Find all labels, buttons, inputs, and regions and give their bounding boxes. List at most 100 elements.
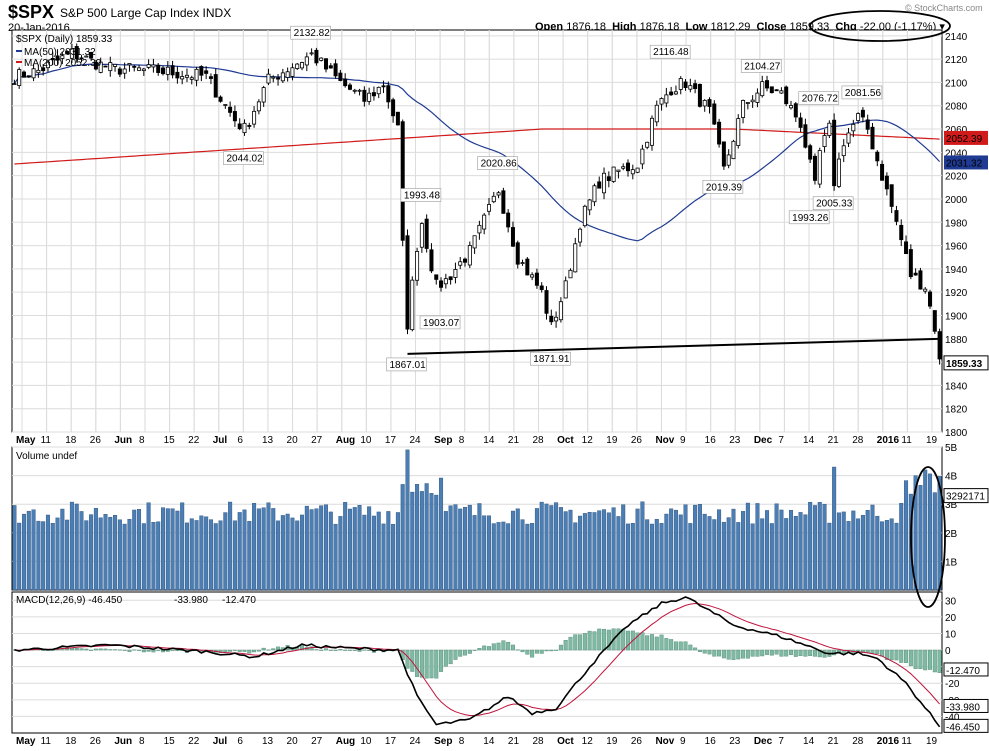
candle-body	[784, 86, 789, 105]
candle-body	[376, 86, 381, 95]
volume-bar	[156, 521, 161, 591]
candle-body	[194, 68, 199, 81]
x-tick-label: 15	[164, 435, 176, 446]
price-annotation: 2020.86	[481, 159, 518, 170]
volume-bar	[400, 484, 405, 591]
macd-hist-bar	[89, 649, 94, 651]
candle-body	[712, 103, 717, 125]
candle-body	[41, 67, 46, 72]
candle-body	[84, 55, 89, 58]
macd-hist-bar	[649, 634, 654, 651]
macd-hist-bar	[702, 649, 707, 654]
volume-bar	[501, 521, 506, 591]
price-annotation: 2005.33	[816, 199, 853, 210]
candle-body	[554, 316, 559, 322]
candle-body	[352, 89, 357, 92]
volume-bar	[765, 510, 770, 591]
candle-body	[405, 235, 410, 330]
macd-hist-bar	[266, 649, 271, 651]
volume-bar	[333, 523, 338, 591]
volume-bar	[750, 523, 755, 591]
volume-bar	[328, 511, 333, 591]
candle-body	[208, 76, 213, 79]
volume-bar	[309, 509, 314, 591]
price-y-tick: 2000	[945, 195, 968, 206]
candle-body	[688, 85, 693, 90]
volume-bar	[367, 506, 372, 591]
macd-hist-bar	[913, 649, 918, 669]
volume-bar	[822, 503, 827, 591]
macd-hist-bar	[506, 642, 511, 651]
candle-body	[55, 55, 60, 61]
volume-bar	[323, 504, 328, 591]
chg-dropdown-icon[interactable]: ▾	[939, 21, 945, 33]
candle-body	[156, 64, 161, 73]
volume-bar	[419, 491, 424, 591]
candle-body	[745, 102, 750, 104]
macd-hist-bar	[93, 648, 98, 651]
macd-hist-bar	[486, 646, 491, 651]
candle-body	[702, 99, 707, 107]
volume-bar	[496, 522, 501, 591]
candle-body	[204, 70, 209, 74]
macd-hist-bar	[750, 649, 755, 657]
volume-bar	[568, 509, 573, 591]
candle-body	[832, 119, 837, 187]
macd-hist-bar	[309, 646, 314, 651]
macd-hist-bar	[424, 649, 429, 679]
macd-hist-bar	[453, 649, 458, 660]
volume-bar	[50, 522, 55, 591]
candle-body	[161, 67, 166, 75]
candle-body	[510, 227, 515, 247]
x-tick-label: 12	[582, 435, 594, 446]
volume-bar	[827, 522, 832, 591]
macd-hist-bar	[482, 645, 487, 651]
macd-hist-bar	[549, 649, 554, 652]
candle-body	[400, 121, 405, 241]
volume-bar	[741, 511, 746, 591]
volume-bar	[717, 509, 722, 591]
macd-hist-bar	[928, 649, 933, 670]
volume-bar	[803, 514, 808, 591]
x-tick-label: Jun	[114, 435, 132, 446]
macd-hist-bar	[232, 649, 237, 651]
volume-bar	[12, 505, 17, 591]
candle-body	[649, 117, 654, 146]
macd-hist-bar	[276, 646, 281, 651]
volume-bar	[295, 520, 300, 591]
candle-body	[252, 110, 257, 125]
volume-bar	[534, 508, 539, 591]
candle-body	[463, 258, 468, 263]
price-annotation: 1867.01	[389, 360, 426, 371]
macd-hist-bar	[616, 628, 621, 651]
volume-bar	[424, 483, 429, 591]
volume-bar	[515, 508, 520, 591]
candle-body	[21, 71, 26, 78]
macd-hist-bar	[491, 643, 496, 651]
macd-hist-bar	[352, 649, 357, 651]
volume-bar	[237, 512, 242, 591]
volume-bar	[93, 507, 98, 591]
volume-bar	[649, 523, 654, 591]
candle-body	[26, 75, 31, 78]
volume-bar	[319, 505, 324, 591]
annotation-box	[530, 351, 571, 366]
macd-hist-bar	[856, 649, 861, 651]
macd-hist-bar	[74, 648, 79, 651]
x-tick-label: 22	[188, 435, 200, 446]
volume-y-tick: 4B	[945, 472, 958, 483]
annotation-box	[740, 59, 782, 73]
annotation-box	[812, 196, 854, 211]
volume-bar	[482, 515, 487, 591]
macd-hist-bar	[463, 649, 468, 656]
volume-bar	[357, 505, 362, 591]
volume-bar	[184, 522, 189, 591]
ma200-value-box	[944, 130, 988, 145]
x-tick-label: May	[16, 736, 36, 747]
x-tick-label: 14	[803, 435, 815, 446]
price-annotation: 2116.48	[653, 47, 689, 58]
macd-hist-bar	[870, 649, 875, 654]
volume-bar	[683, 504, 688, 591]
candle-body	[558, 301, 563, 321]
macd-hist-bar	[884, 649, 889, 660]
